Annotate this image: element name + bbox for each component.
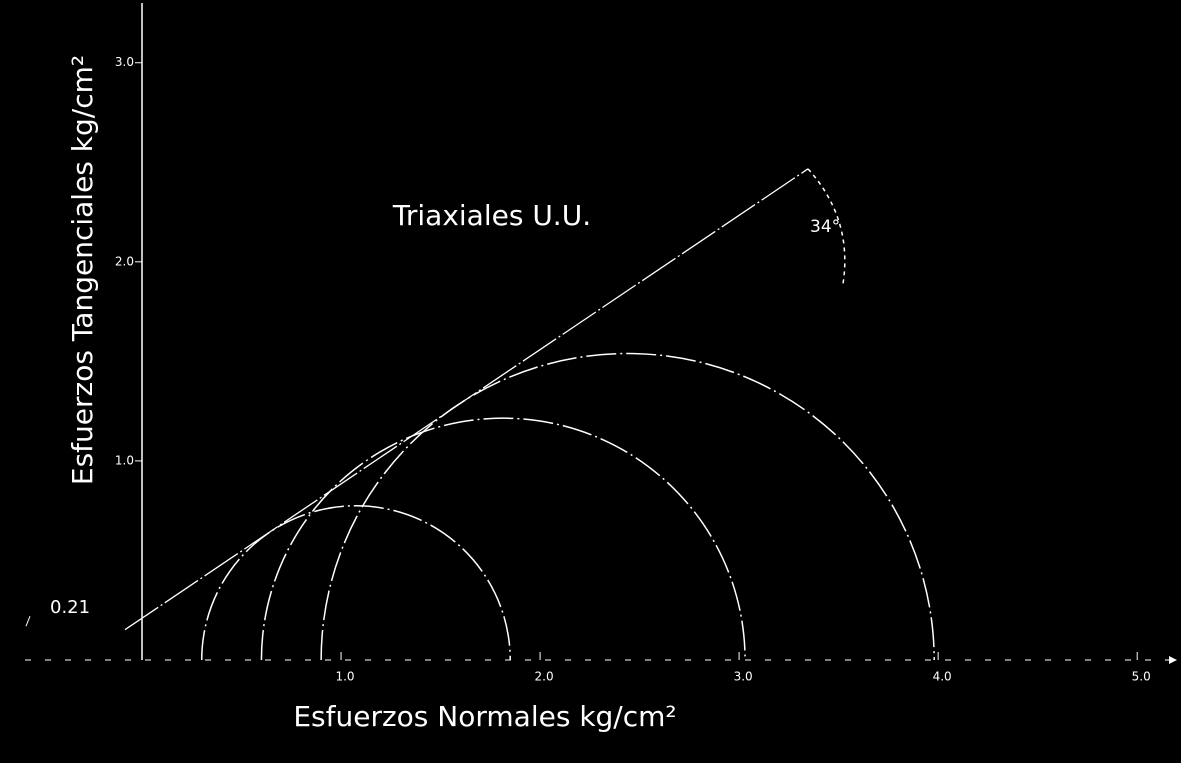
angle-label: 34° [810, 217, 840, 237]
x-tick-label: 1.0 [335, 670, 354, 684]
x-tick-label: 3.0 [734, 670, 753, 684]
cohesion-mark [25, 616, 31, 627]
cohesion-label: 0.21 [50, 597, 90, 618]
mohr-circle [260, 417, 746, 661]
x-tick-label: 2.0 [535, 670, 554, 684]
y-tick-label: 3.0 [115, 55, 134, 69]
mohr-circle [320, 352, 935, 661]
y-axis-label: Esfuerzos Tangenciales kg/cm² [66, 55, 99, 485]
chart-title: Triaxiales U.U. [392, 199, 591, 232]
y-tick-label: 2.0 [115, 254, 134, 268]
x-tick-label: 4.0 [933, 670, 952, 684]
x-axis-label: Esfuerzos Normales kg/cm² [293, 700, 676, 733]
mohr-circle [200, 505, 511, 661]
y-tick-label: 1.0 [115, 453, 134, 467]
failure-envelope [124, 168, 809, 631]
x-tick-label: 5.0 [1132, 670, 1151, 684]
x-axis-arrow [1169, 656, 1177, 664]
